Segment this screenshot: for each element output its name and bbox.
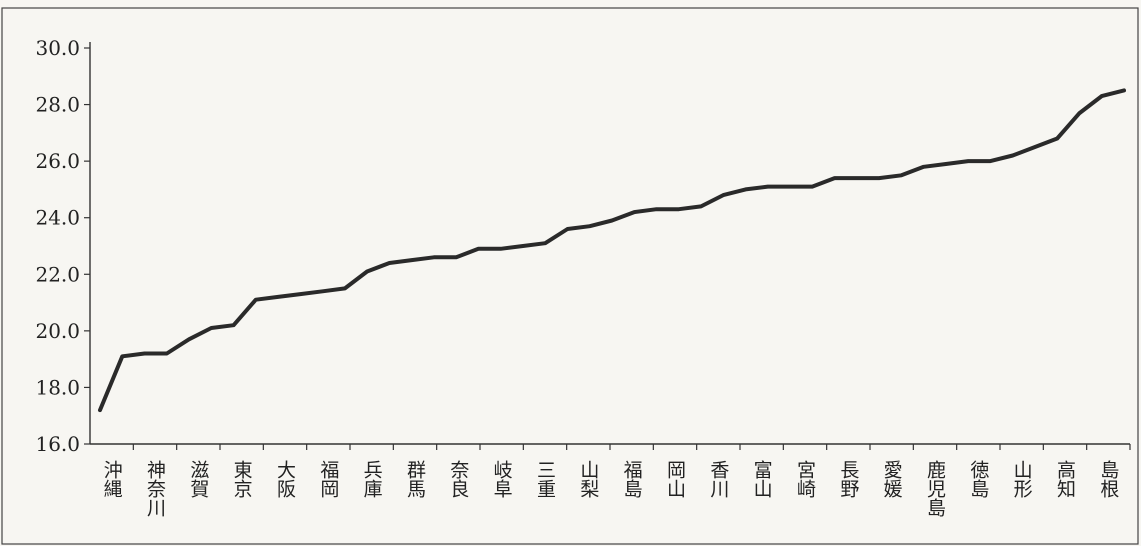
data-point [855, 176, 859, 180]
data-point [944, 162, 948, 166]
data-point [232, 323, 236, 327]
data-point [744, 187, 748, 191]
data-point [98, 408, 102, 412]
x-tick-label: 徳島 [967, 460, 989, 499]
data-point [521, 244, 525, 248]
data-point [165, 351, 169, 356]
x-tick-label: 滋賀 [187, 460, 209, 498]
x-tick-label: 長野 [837, 460, 859, 498]
x-tick-label: 群馬 [404, 460, 426, 498]
data-point [142, 351, 147, 356]
data-point [632, 210, 636, 214]
x-tick-label: 岡山 [664, 460, 686, 498]
series-layer [98, 88, 1126, 413]
data-point [365, 269, 369, 274]
x-tick-label: 岐阜 [491, 460, 513, 498]
y-tick-label: 22.0 [35, 262, 80, 286]
y-tick-label: 24.0 [35, 206, 80, 230]
data-point [120, 354, 124, 358]
data-point [298, 292, 302, 296]
data-point [677, 207, 681, 211]
x-tick-labels: 沖縄 神奈川 滋賀 東京 大阪 福岡 兵庫 群馬 奈良 岐阜 三重 山梨 福島 岡山 香川 富山 宮崎 長野 愛媛鹿… [101, 444, 1131, 518]
data-point [187, 337, 191, 341]
data-point [343, 286, 347, 290]
y-tick-label: 20.0 [35, 319, 80, 343]
data-point [966, 159, 970, 163]
data-point [588, 224, 592, 228]
data-point [899, 173, 904, 177]
data-point [654, 207, 659, 211]
y-tick-label: 28.0 [35, 93, 80, 117]
y-tick-label: 26.0 [35, 149, 80, 173]
x-tick-label: 高知 [1054, 460, 1076, 498]
data-point [476, 247, 480, 251]
data-point [1033, 145, 1037, 149]
data-point [699, 204, 703, 208]
data-point [1011, 153, 1015, 158]
data-point [321, 289, 325, 293]
data-point [988, 159, 993, 163]
x-tick-label: 福岡 [317, 460, 339, 498]
data-point [276, 295, 280, 299]
x-tick-label: 愛媛 [881, 460, 903, 498]
x-tick-label: 鹿児島 [924, 460, 946, 518]
y-tick-label: 18.0 [35, 375, 80, 399]
data-point [499, 247, 503, 251]
x-tick-label: 兵庫 [361, 460, 383, 498]
x-tick-label: 福島 [621, 460, 643, 499]
x-tick-label: 大阪 [274, 460, 296, 498]
data-point [810, 185, 814, 189]
y-tick-label: 30.0 [35, 36, 80, 60]
x-tick-label: 神奈川 [144, 460, 166, 517]
data-point [877, 176, 881, 180]
x-tick-label: 山形 [1011, 460, 1033, 498]
data-point [1122, 88, 1126, 92]
x-tick-label: 宮崎 [794, 460, 816, 498]
x-tick-label: 島根 [1097, 460, 1119, 498]
data-point [254, 298, 258, 302]
data-point [610, 218, 614, 223]
x-tick-label: 富山 [751, 460, 773, 498]
x-tick-label: 香川 [707, 460, 729, 498]
data-point [432, 255, 436, 259]
data-point [833, 176, 837, 180]
data-point [209, 326, 213, 330]
x-tick-label: 奈良 [447, 460, 469, 498]
series-line [98, 88, 1126, 413]
data-point [788, 185, 792, 189]
x-tick-label: 山梨 [577, 460, 599, 498]
x-tick-label: 東京 [231, 460, 253, 499]
data-point [922, 165, 926, 169]
data-point [1055, 136, 1059, 141]
data-point [721, 193, 725, 197]
axes: 16.0 18.0 20.0 22.0 24.0 26.0 28.0 30.0 [35, 36, 1130, 456]
y-tick-label: 16.0 [35, 432, 80, 456]
data-point [454, 255, 458, 259]
data-point [543, 241, 547, 245]
x-tick-label: 三重 [534, 460, 556, 498]
x-tick-label: 沖縄 [101, 460, 123, 498]
data-point [387, 261, 391, 265]
data-point [1100, 94, 1104, 98]
data-point [565, 227, 570, 231]
data-point [766, 185, 770, 189]
data-point [410, 258, 414, 262]
data-point [1077, 111, 1082, 115]
outer-frame [1, 7, 1139, 545]
